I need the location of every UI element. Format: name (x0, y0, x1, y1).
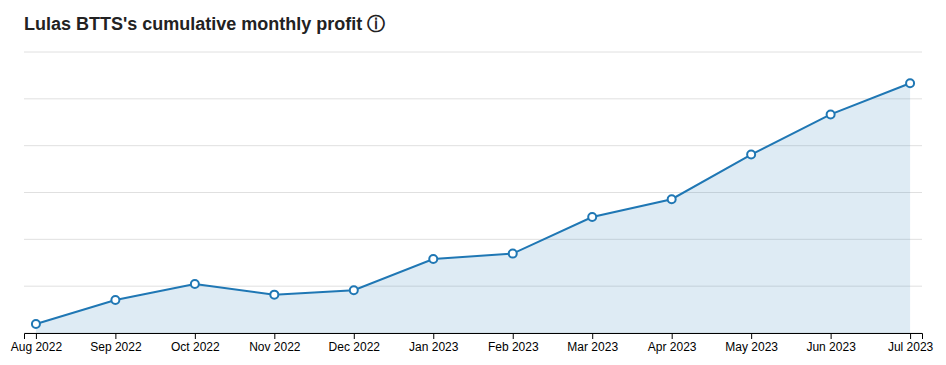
tick-line (672, 333, 673, 339)
tick-label: Mar 2023 (567, 340, 618, 354)
tick: Jan 2023 (409, 333, 459, 354)
tick-label: May 2023 (725, 340, 778, 354)
tick-line (513, 333, 514, 339)
point (668, 195, 676, 203)
title: Lulas BTTS's cumulative monthly profit ⓘ (24, 14, 385, 34)
tick-label: Jan 2023 (409, 340, 459, 354)
tick-label: Jun 2023 (806, 340, 856, 354)
point (827, 110, 835, 118)
point (270, 291, 278, 299)
grid-line (24, 98, 922, 99)
area (36, 83, 910, 333)
tick: Apr 2023 (648, 333, 697, 354)
tick-label: Aug 2022 (11, 340, 63, 354)
tick-line (433, 333, 434, 339)
point (191, 280, 199, 288)
grid (24, 52, 922, 333)
chart: Lulas BTTS's cumulative monthly profit ⓘ… (0, 0, 946, 365)
point (429, 255, 437, 263)
plot: Aug 2022 Sep 2022 Oct 2022 Nov 2022 Dec 2022… (11, 52, 934, 354)
tick: Sep 2022 (90, 333, 142, 354)
point (747, 151, 755, 159)
tick-line (195, 333, 196, 339)
tick-label: Oct 2022 (171, 340, 220, 354)
tick: Dec 2022 (329, 333, 381, 354)
tick-label: Sep 2022 (90, 340, 142, 354)
point (588, 213, 596, 221)
point (350, 286, 358, 294)
point (111, 296, 119, 304)
tick-line (274, 333, 275, 339)
tick: Mar 2023 (567, 333, 618, 354)
tick-line (831, 333, 832, 339)
point (509, 250, 517, 258)
tick-label: Dec 2022 (329, 340, 381, 354)
tick-label: Feb 2023 (488, 340, 539, 354)
tick-label: Nov 2022 (249, 340, 301, 354)
x-axis: Aug 2022 Sep 2022 Oct 2022 Nov 2022 Dec 2022… (11, 333, 934, 354)
tick: Aug 2022 (11, 333, 63, 354)
tick: Feb 2023 (488, 333, 539, 354)
tick: Jul 2023 (888, 333, 934, 354)
tick: Jun 2023 (806, 333, 856, 354)
tick-line (354, 333, 355, 339)
tick-line (36, 333, 37, 339)
tick-line (115, 333, 116, 339)
tick: Oct 2022 (171, 333, 220, 354)
marks (32, 79, 914, 333)
axis-line (25, 334, 923, 340)
grid-line (24, 52, 922, 53)
tick-line (751, 333, 752, 339)
tick: May 2023 (725, 333, 778, 354)
tick: Nov 2022 (249, 333, 301, 354)
point (32, 320, 40, 328)
tick-line (910, 333, 911, 339)
point (906, 79, 914, 87)
tick-line (592, 333, 593, 339)
tick-label: Apr 2023 (648, 340, 697, 354)
line (36, 83, 910, 324)
tick-label: Jul 2023 (888, 340, 934, 354)
